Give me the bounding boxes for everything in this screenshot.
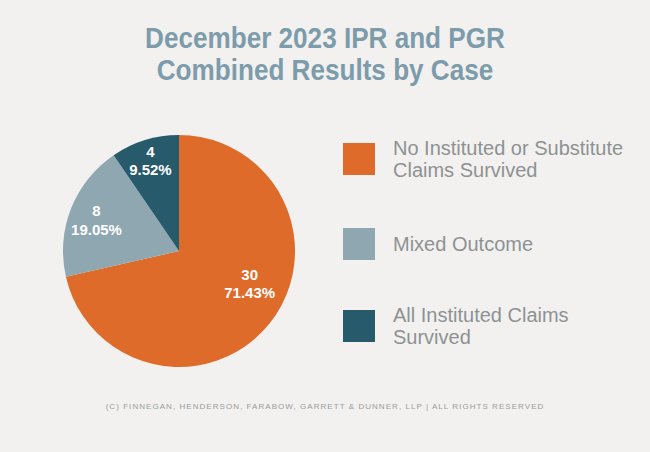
- legend-label: All Instituted Claims Survived: [393, 304, 645, 348]
- legend-label: No Instituted or Substitute Claims Survi…: [393, 137, 645, 181]
- pie-svg: 3071.43%819.05%49.52%: [63, 135, 295, 367]
- legend-swatch-teal: [343, 310, 375, 342]
- legend-item-no-instituted: No Instituted or Substitute Claims Survi…: [343, 143, 645, 175]
- legend-item-all-instituted: All Instituted Claims Survived: [343, 310, 645, 342]
- chart-title-line2: Combined Results by Case: [33, 54, 618, 86]
- legend-swatch-gray: [343, 228, 375, 260]
- chart-title: December 2023 IPR and PGR Combined Resul…: [33, 22, 618, 86]
- chart-title-line1: December 2023 IPR and PGR: [33, 22, 618, 54]
- copyright-footer: (C) FINNEGAN, HENDERSON, FARABOW, GARRET…: [0, 402, 650, 411]
- legend-item-mixed-outcome: Mixed Outcome: [343, 228, 645, 260]
- legend-swatch-orange: [343, 143, 375, 175]
- legend-label: Mixed Outcome: [393, 233, 645, 255]
- pie-chart: 3071.43%819.05%49.52%: [63, 135, 295, 367]
